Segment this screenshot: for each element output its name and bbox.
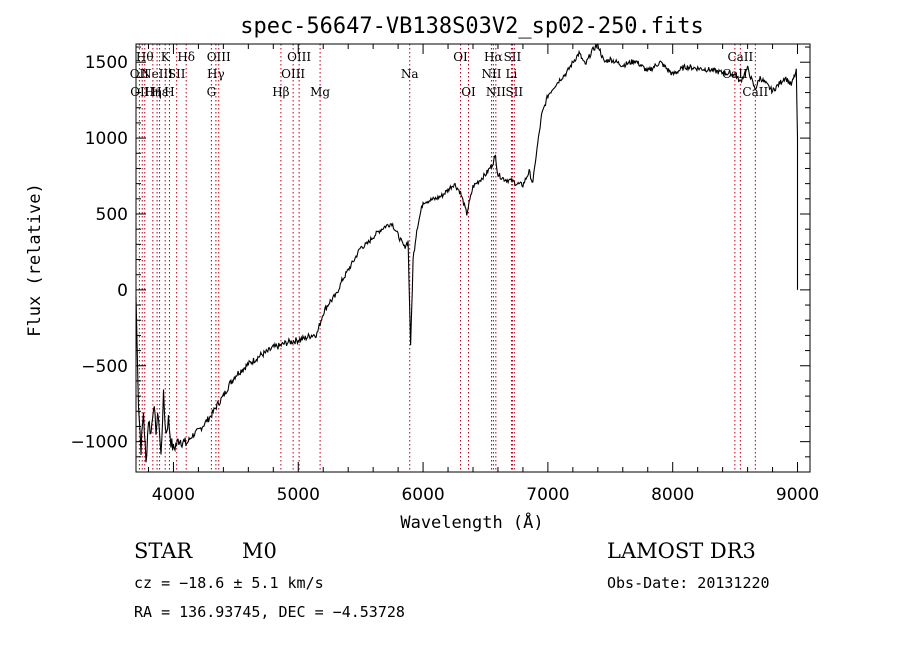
x-tick-label: 7000 — [526, 485, 569, 505]
x-axis-label: Wavelength (Å) — [400, 511, 543, 533]
y-axis-label: Flux (relative) — [25, 183, 45, 337]
line-label: OI — [461, 85, 476, 99]
redshift-velocity: cz = −18.6 ± 5.1 km/s — [134, 574, 324, 592]
axis-ticks: 4000 5000 6000 7000 8000 9000 −1000 −500 0 500 100… — [70, 44, 819, 505]
line-label: CaII — [727, 50, 753, 64]
line-labels: OII OIII Hθ Hη NeIII Hε K H SII Hδ G Hγ OIII Hβ OIII OI… — [130, 50, 769, 99]
survey-name: LAMOST DR3 — [607, 539, 756, 563]
line-label: Li — [506, 67, 518, 81]
y-tick-label: 500 — [96, 205, 128, 225]
line-label: Hα — [484, 50, 503, 64]
line-label: NeIII — [141, 67, 173, 81]
line-label: H — [164, 85, 174, 99]
y-tick-label: −500 — [81, 357, 128, 377]
line-label: OIII — [281, 67, 305, 81]
x-tick-label: 6000 — [401, 485, 444, 505]
ra-dec-coordinates: RA = 136.93745, DEC = −4.53728 — [134, 603, 405, 621]
object-class: STAR — [134, 539, 193, 563]
line-label: Mg — [310, 85, 330, 99]
line-label: SII — [505, 85, 523, 99]
line-label: Na — [401, 67, 419, 81]
y-tick-label: 1000 — [85, 129, 128, 149]
x-tick-label: 4000 — [152, 485, 195, 505]
line-label: Hγ — [207, 67, 225, 81]
line-label: Hε — [151, 85, 168, 99]
line-label: SII — [168, 67, 186, 81]
line-label: K — [161, 50, 171, 64]
line-markers — [138, 44, 756, 472]
y-tick-label: −1000 — [70, 433, 128, 453]
line-label: OII — [130, 67, 150, 81]
x-tick-label: 5000 — [277, 485, 320, 505]
line-label: OIII — [287, 50, 311, 64]
line-label: Hη — [144, 85, 162, 99]
line-label: Hβ — [272, 85, 289, 99]
line-label: OI — [453, 50, 468, 64]
object-subclass: M0 — [242, 539, 277, 563]
line-label: NII — [486, 85, 506, 99]
line-label: OIII — [207, 50, 231, 64]
chart-title: spec-56647-VB138S03V2_sp02-250.fits — [240, 14, 704, 39]
line-label: G — [207, 85, 217, 99]
spectrum-line — [135, 43, 799, 463]
line-label: Hθ — [136, 50, 154, 64]
plot-frame — [135, 43, 811, 473]
line-label: NII — [481, 67, 501, 81]
y-tick-label: 1500 — [85, 53, 128, 73]
x-tick-label: 9000 — [776, 485, 819, 505]
observation-date: Obs-Date: 20131220 — [607, 574, 770, 592]
line-label: SII — [504, 50, 522, 64]
x-tick-label: 8000 — [651, 485, 694, 505]
line-label: CaII — [742, 85, 768, 99]
y-tick-label: 0 — [117, 281, 128, 301]
line-label: Hδ — [177, 50, 195, 64]
